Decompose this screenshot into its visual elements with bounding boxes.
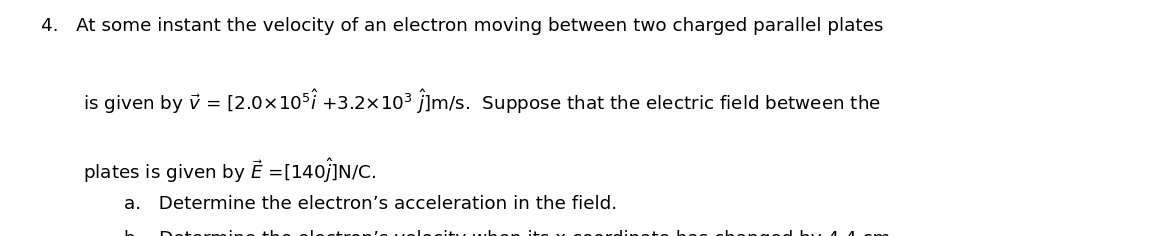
Text: 4.   At some instant the velocity of an electron moving between two charged para: 4. At some instant the velocity of an el… xyxy=(41,17,884,34)
Text: b.   Determine the electron’s velocity when its x coordinate has changed by 4.4 : b. Determine the electron’s velocity whe… xyxy=(124,230,896,236)
Text: plates is given by $\vec{E}$ =[140$\hat{j}$]N/C.: plates is given by $\vec{E}$ =[140$\hat{… xyxy=(83,156,376,185)
Text: is given by $\vec{v}$ = [2.0×10$^5$$\hat{i}$ +3.2×10$^3$ $\hat{j}$]m/s.  Suppose: is given by $\vec{v}$ = [2.0×10$^5$$\hat… xyxy=(83,87,881,116)
Text: a.   Determine the electron’s acceleration in the field.: a. Determine the electron’s acceleration… xyxy=(124,195,617,213)
